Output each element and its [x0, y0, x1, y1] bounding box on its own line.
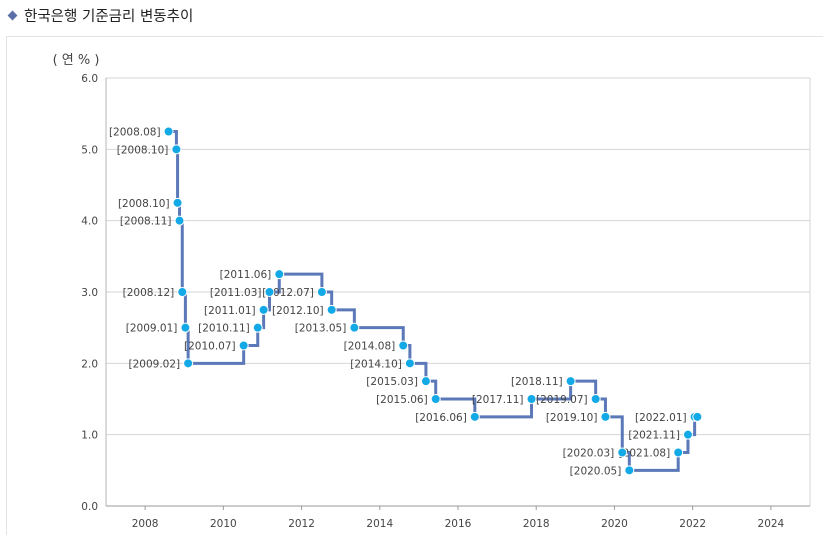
data-point[interactable]: [326, 304, 337, 315]
axes: [105, 78, 811, 510]
data-point[interactable]: [404, 358, 415, 369]
data-label: [2010.11]: [198, 323, 250, 335]
data-point[interactable]: [180, 322, 191, 333]
y-tick-label: 2.0: [81, 358, 98, 370]
data-label: [2015.06]: [376, 394, 428, 406]
x-tick-label: 2020: [601, 518, 628, 530]
y-tick-label: 5.0: [81, 144, 98, 156]
data-point[interactable]: [590, 394, 601, 404]
data-point[interactable]: [183, 358, 194, 369]
x-tick-label: 2024: [758, 518, 785, 530]
data-label: [2019.10]: [546, 412, 598, 424]
data-label: [2010.07]: [184, 341, 236, 353]
data-point[interactable]: [617, 447, 628, 458]
data-point[interactable]: [252, 322, 263, 333]
data-label: [2018.11]: [511, 376, 563, 388]
data-point[interactable]: [174, 215, 185, 226]
data-point[interactable]: [171, 144, 182, 155]
data-point[interactable]: [349, 322, 360, 333]
chart-header: 한국은행 기준금리 변동추이: [6, 4, 193, 26]
data-point[interactable]: [264, 287, 275, 297]
x-tick-label: 2012: [288, 518, 315, 530]
x-tick-label: 2022: [679, 518, 706, 530]
data-label: [2011.03]: [210, 287, 262, 299]
data-label: [2011.01]: [204, 305, 256, 317]
data-label: [2020.03]: [563, 448, 615, 460]
y-tick-label: 4.0: [81, 216, 98, 228]
data-label: [2021.11]: [628, 430, 680, 442]
x-tick-label: 2016: [445, 518, 472, 530]
data-point[interactable]: [238, 340, 249, 351]
data-label: [2009.01]: [126, 323, 178, 335]
data-label: [2008.10]: [117, 144, 169, 156]
x-tick-labels: 2008 2010 2012 2014 2016 2018 2020 2022 2024: [132, 518, 785, 530]
rate-step-line: [168, 130, 698, 472]
data-label: [2008.11]: [120, 216, 172, 228]
data-point[interactable]: [258, 304, 269, 315]
data-point[interactable]: [274, 269, 285, 280]
data-label: [2016.06]: [415, 412, 467, 424]
data-point[interactable]: [316, 287, 327, 297]
y-axis-label: ( 연 % ): [53, 53, 100, 68]
data-point[interactable]: [600, 411, 611, 422]
data-point[interactable]: [177, 287, 188, 297]
data-point[interactable]: [624, 465, 635, 476]
data-point[interactable]: [163, 126, 174, 137]
data-point[interactable]: [526, 394, 537, 404]
data-label: [2021.08]: [619, 448, 671, 460]
x-tick-label: 2008: [132, 518, 159, 530]
data-label: [2008.08]: [109, 127, 161, 139]
data-label: [2020.05]: [570, 465, 622, 477]
data-label: [2012.07]: [262, 287, 314, 299]
data-point[interactable]: [469, 411, 480, 422]
data-label: [2013.05]: [295, 323, 347, 335]
x-tick-label: 2018: [523, 518, 550, 530]
data-point[interactable]: [682, 429, 693, 440]
data-points: [163, 126, 703, 476]
data-label: [2022.01]: [635, 412, 687, 424]
x-tick-label: 2014: [366, 518, 393, 530]
chart-frame: [6, 36, 823, 535]
x-tick-label: 2010: [210, 518, 237, 530]
data-label: [2012.10]: [272, 305, 324, 317]
point-labels: [2008.08] [2008.10] [2008.10] [2008.11] [200…: [109, 127, 687, 478]
data-point[interactable]: [430, 394, 441, 404]
data-label: [2008.12]: [123, 287, 175, 299]
data-label: [2014.10]: [350, 358, 402, 370]
data-label: [2008.10]: [118, 198, 170, 210]
data-label: [2014.08]: [344, 341, 396, 353]
y-tick-label: 1.0: [81, 430, 98, 442]
chart-title: 한국은행 기준금리 변동추이: [24, 8, 194, 25]
data-point[interactable]: [673, 447, 684, 458]
y-tick-labels: 0.0 1.0 2.0 3.0 4.0 5.0 6.0: [81, 73, 98, 513]
data-label: [2011.06]: [220, 269, 272, 281]
data-label: [2017.11]: [472, 394, 524, 406]
data-label: [2009.02]: [129, 358, 181, 370]
data-point[interactable]: [692, 411, 703, 422]
data-point[interactable]: [565, 376, 576, 387]
data-point[interactable]: [420, 376, 431, 387]
y-tick-label: 3.0: [81, 287, 98, 299]
y-tick-label: 0.0: [81, 501, 98, 513]
data-point[interactable]: [172, 197, 183, 208]
data-label: [2015.03]: [366, 376, 418, 388]
data-label: [2019.07]: [536, 394, 588, 406]
data-point[interactable]: [398, 340, 409, 351]
y-tick-label: 6.0: [81, 73, 98, 85]
